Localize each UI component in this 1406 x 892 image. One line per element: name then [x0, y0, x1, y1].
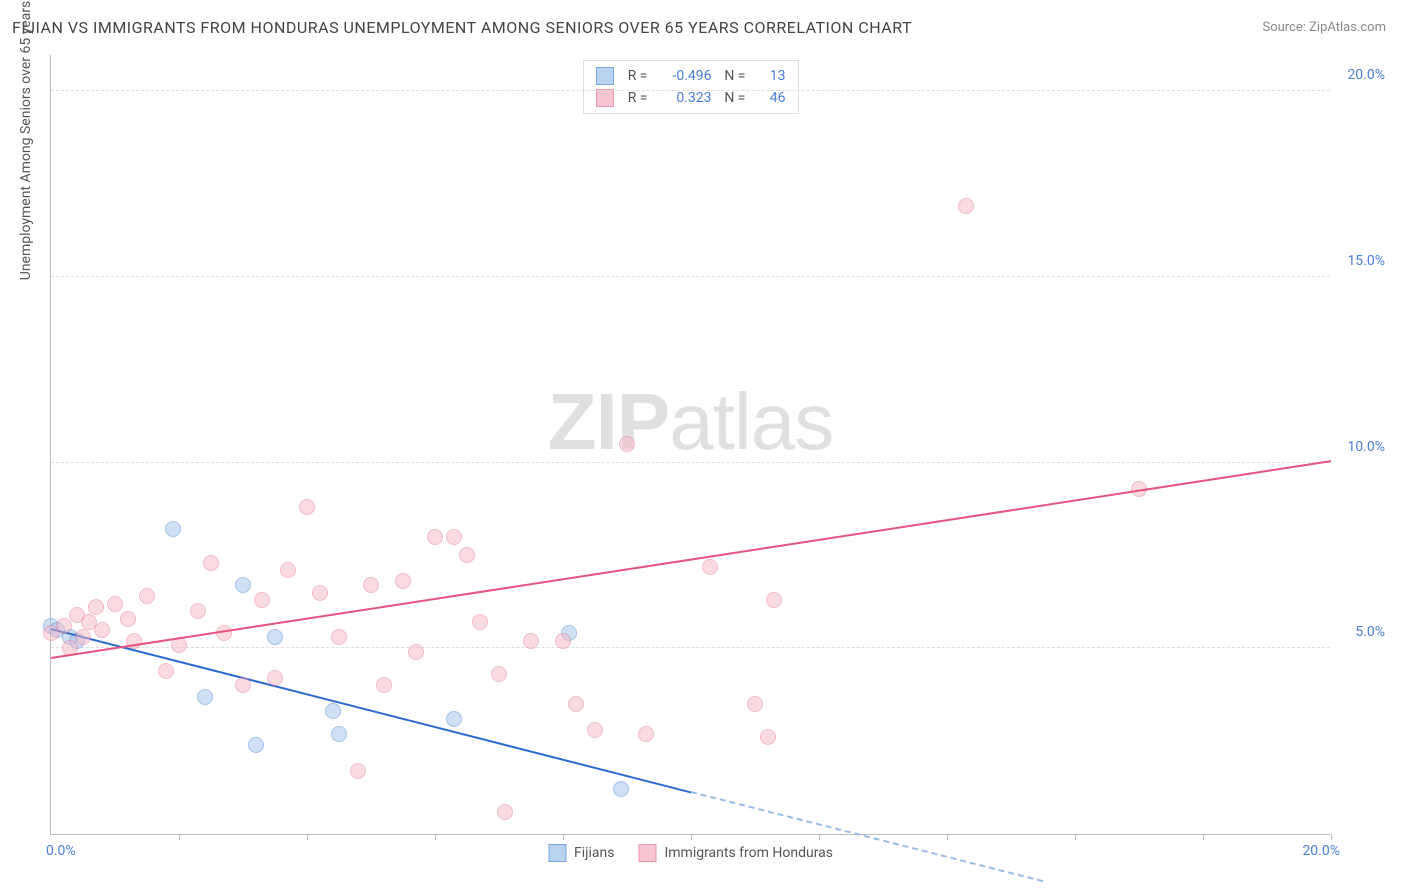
data-point-honduras: [427, 529, 443, 545]
data-point-honduras: [203, 555, 219, 571]
watermark-rest: atlas: [669, 377, 833, 466]
data-point-honduras: [472, 614, 488, 630]
trend-line: [51, 461, 1331, 660]
data-point-honduras: [120, 611, 136, 627]
legend-label: Fijians: [574, 845, 614, 861]
data-point-honduras: [619, 436, 635, 452]
x-tick: [1075, 834, 1076, 840]
y-tick-label: 10.0%: [1347, 439, 1385, 455]
data-point-fijians: [331, 726, 347, 742]
grid-line: [51, 462, 1330, 463]
data-point-honduras: [459, 547, 475, 563]
data-point-honduras: [331, 629, 347, 645]
legend-swatch: [548, 844, 566, 862]
data-point-honduras: [638, 726, 654, 742]
data-point-honduras: [280, 562, 296, 578]
trend-line: [691, 791, 1043, 882]
x-tick: [1331, 834, 1332, 840]
data-point-honduras: [747, 696, 763, 712]
data-point-honduras: [56, 618, 72, 634]
x-max-label: 20.0%: [1302, 843, 1340, 859]
chart-title: FIJIAN VS IMMIGRANTS FROM HONDURAS UNEMP…: [12, 18, 912, 37]
data-point-honduras: [235, 677, 251, 693]
data-point-fijians: [613, 781, 629, 797]
x-tick: [947, 834, 948, 840]
legend-corr-row: R = -0.496 N = 13: [596, 65, 786, 87]
data-point-fijians: [235, 577, 251, 593]
data-point-honduras: [523, 633, 539, 649]
x-tick: [435, 834, 436, 840]
x-tick: [179, 834, 180, 840]
legend-R-value: -0.496: [656, 65, 712, 87]
chart-container: FIJIAN VS IMMIGRANTS FROM HONDURAS UNEMP…: [0, 0, 1406, 892]
data-point-honduras: [190, 603, 206, 619]
grid-line: [51, 276, 1330, 277]
source-label: Source: ZipAtlas.com: [1262, 20, 1386, 35]
data-point-honduras: [139, 588, 155, 604]
watermark-bold: ZIP: [548, 377, 669, 466]
x-tick: [1203, 834, 1204, 840]
data-point-honduras: [75, 629, 91, 645]
data-point-honduras: [702, 559, 718, 575]
data-point-honduras: [497, 804, 513, 820]
data-point-fijians: [165, 521, 181, 537]
legend-label: Immigrants from Honduras: [664, 845, 833, 861]
data-point-honduras: [158, 663, 174, 679]
data-point-honduras: [312, 585, 328, 601]
data-point-honduras: [958, 198, 974, 214]
x-tick: [563, 834, 564, 840]
data-point-honduras: [254, 592, 270, 608]
data-point-honduras: [216, 625, 232, 641]
legend-item: Immigrants from Honduras: [638, 844, 833, 862]
data-point-honduras: [267, 670, 283, 686]
legend-item: Fijians: [548, 844, 614, 862]
legend-swatch: [638, 844, 656, 862]
data-point-honduras: [107, 596, 123, 612]
legend-swatch: [596, 67, 614, 85]
data-point-honduras: [766, 592, 782, 608]
data-point-honduras: [299, 499, 315, 515]
trend-line: [51, 628, 691, 793]
data-point-honduras: [555, 633, 571, 649]
data-point-honduras: [376, 677, 392, 693]
data-point-honduras: [94, 622, 110, 638]
x-tick: [307, 834, 308, 840]
y-axis-title: Unemployment Among Seniors over 65 years: [18, 1, 34, 281]
data-point-honduras: [350, 763, 366, 779]
data-point-fijians: [325, 703, 341, 719]
data-point-honduras: [587, 722, 603, 738]
data-point-fijians: [446, 711, 462, 727]
grid-line: [51, 90, 1330, 91]
x-tick: [691, 834, 692, 840]
y-tick-label: 15.0%: [1347, 253, 1385, 269]
legend-swatch: [596, 89, 614, 107]
x-min-label: 0.0%: [46, 843, 76, 859]
y-tick-label: 20.0%: [1347, 67, 1385, 83]
legend-correlation: R =-0.496N =13R =0.323N =46: [583, 60, 799, 114]
legend-R-label: R =: [622, 65, 648, 87]
data-point-honduras: [88, 599, 104, 615]
watermark: ZIPatlas: [548, 376, 833, 468]
data-point-honduras: [395, 573, 411, 589]
data-point-honduras: [363, 577, 379, 593]
y-tick-label: 5.0%: [1355, 624, 1385, 640]
data-point-honduras: [760, 729, 776, 745]
legend-N-label: N =: [720, 65, 746, 87]
data-point-honduras: [408, 644, 424, 660]
legend-N-value: 13: [754, 65, 786, 87]
data-point-honduras: [568, 696, 584, 712]
data-point-honduras: [446, 529, 462, 545]
data-point-fijians: [267, 629, 283, 645]
data-point-fijians: [197, 689, 213, 705]
legend-series: Fijians Immigrants from Honduras: [548, 844, 833, 862]
x-tick: [819, 834, 820, 840]
grid-line: [51, 647, 1330, 648]
plot-area: ZIPatlas R =-0.496N =13R =0.323N =46 0.0…: [50, 55, 1330, 835]
data-point-honduras: [491, 666, 507, 682]
data-point-fijians: [248, 737, 264, 753]
